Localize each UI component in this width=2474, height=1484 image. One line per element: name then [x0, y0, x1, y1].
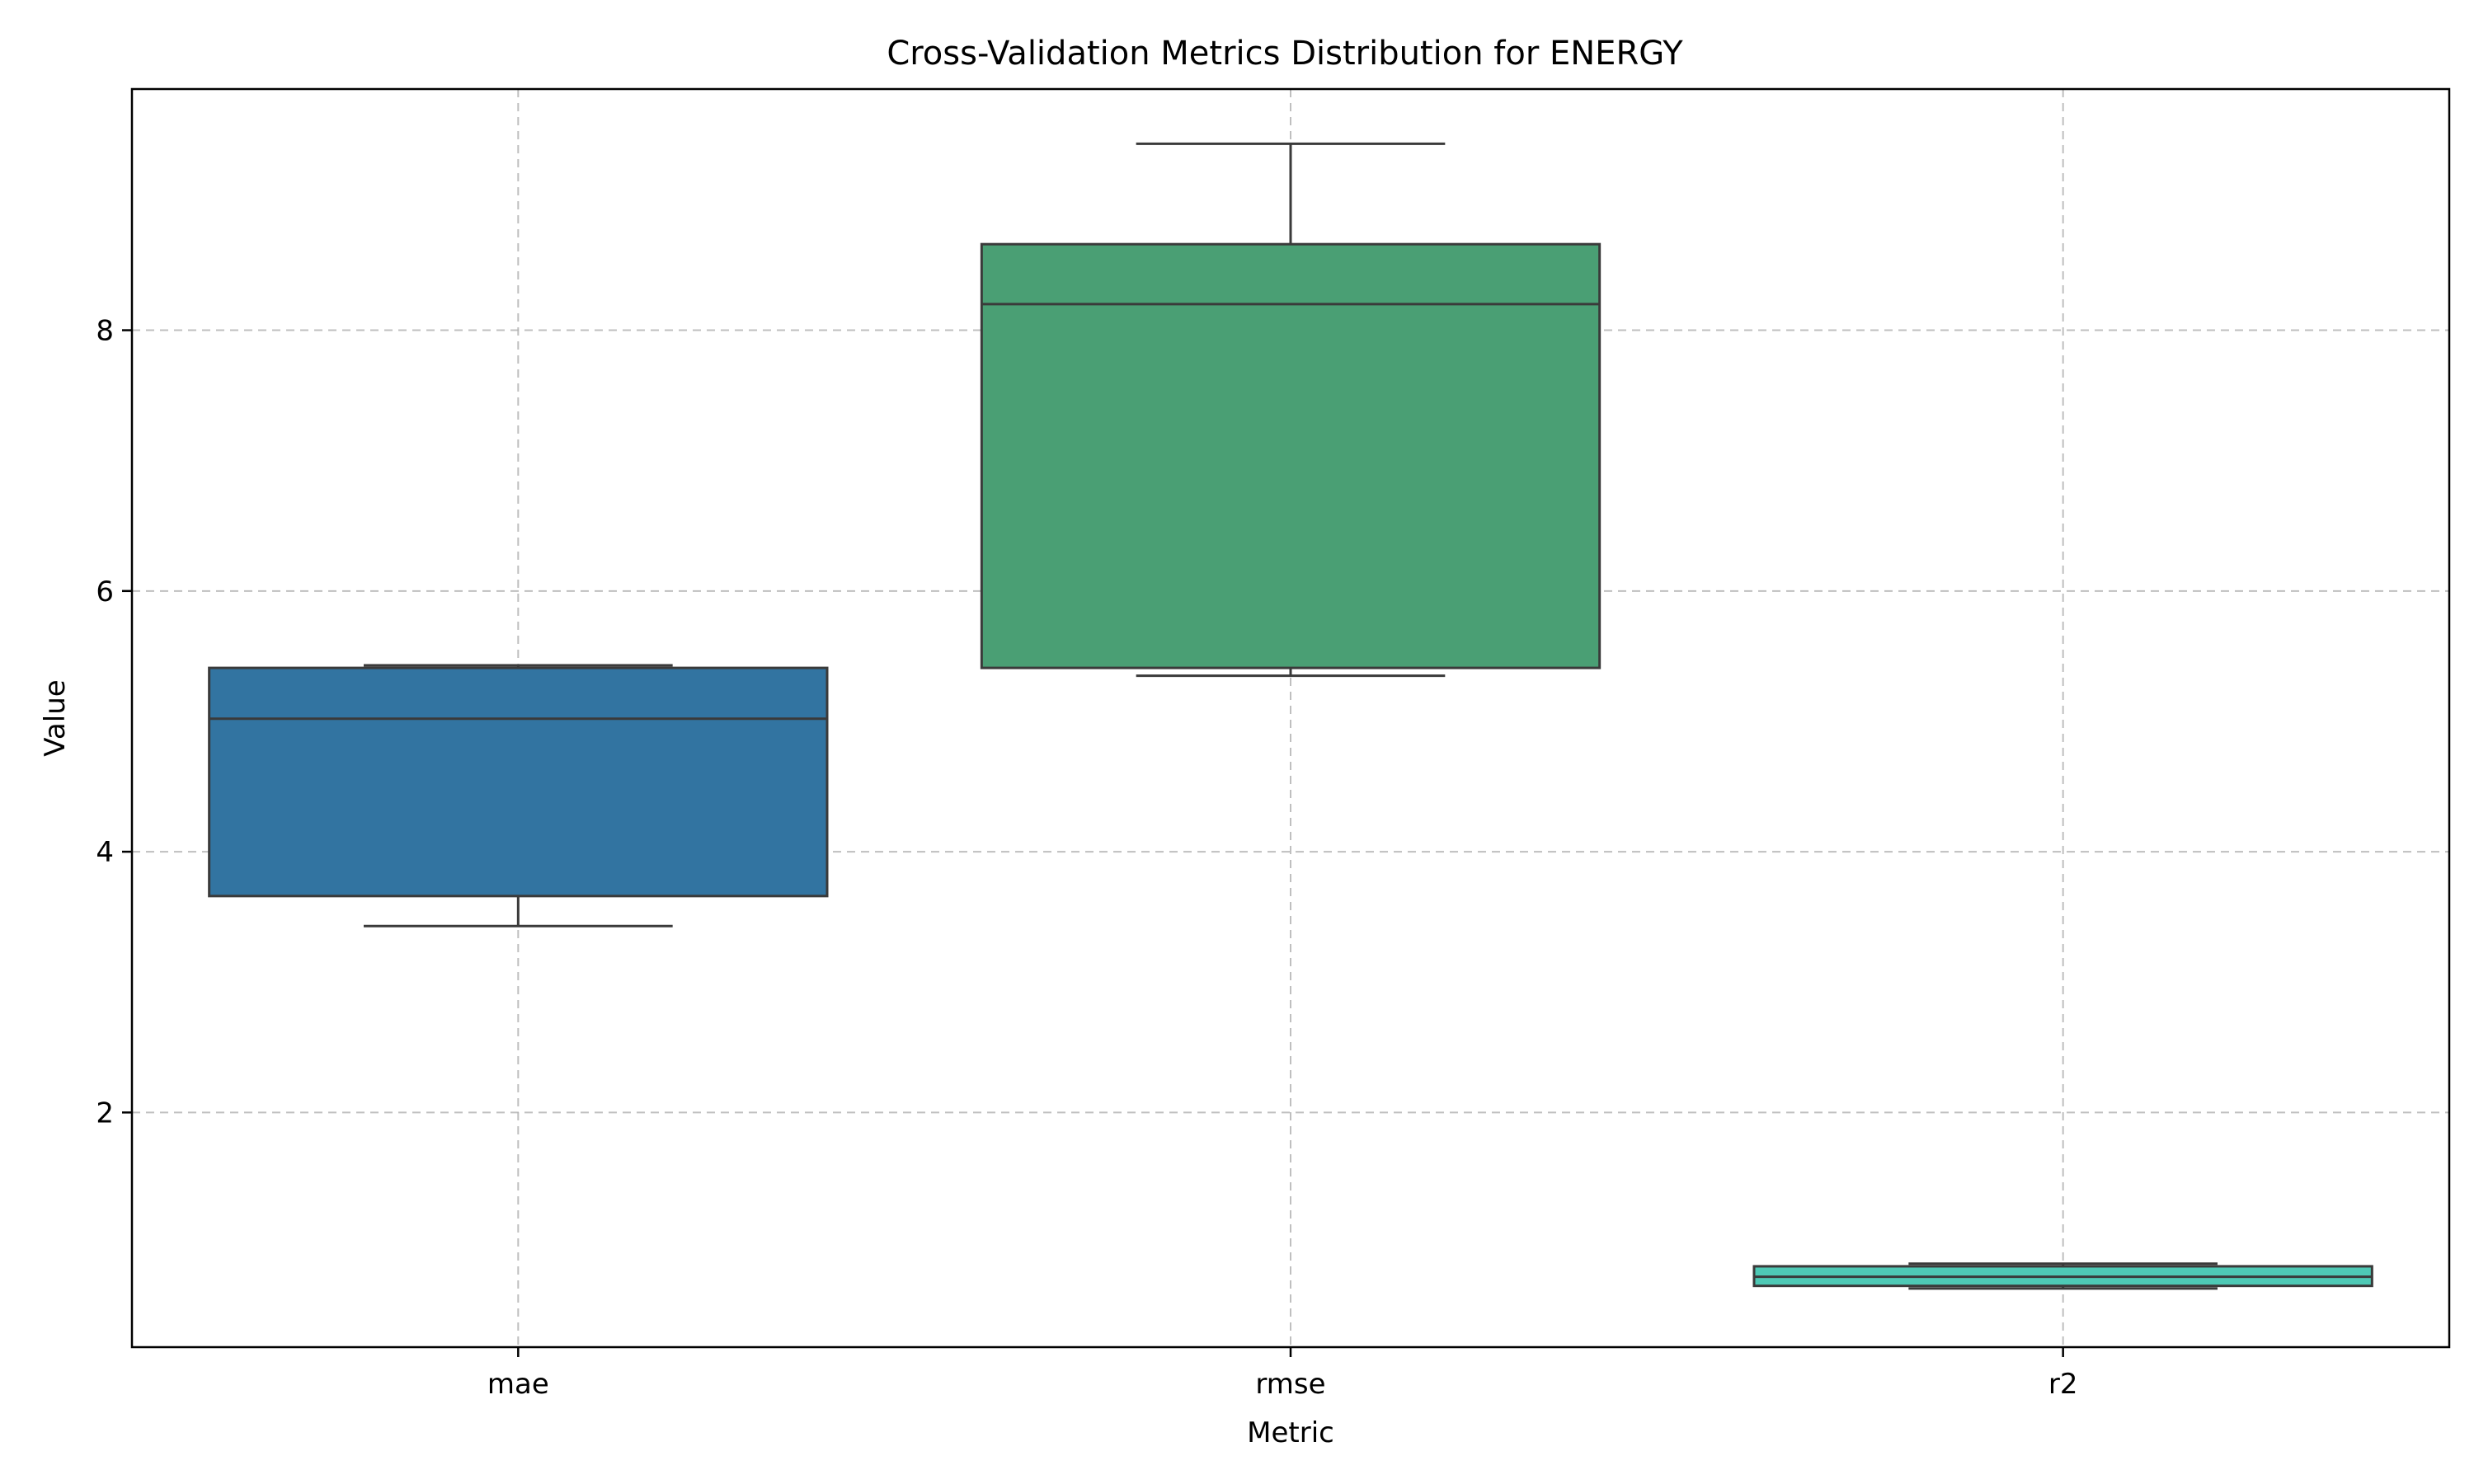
box-layer — [208, 142, 2373, 1290]
iqr-box — [208, 666, 829, 898]
axes-frame — [130, 87, 2451, 1349]
box-rmse — [980, 142, 1602, 678]
y-tick-label: 2 — [96, 1097, 114, 1129]
y-axis-label: Value — [39, 679, 72, 756]
x-tick-label-r2: r2 — [2048, 1368, 2078, 1401]
tick-layer: 2 4 6 8 mae rmse r2 — [96, 315, 2077, 1401]
iqr-box — [980, 242, 1602, 669]
y-tick-label: 6 — [96, 575, 114, 608]
y-tick-label: 8 — [96, 315, 114, 348]
box-r2 — [1752, 1262, 2373, 1290]
x-axis-label: Metric — [1247, 1416, 1334, 1449]
y-tick-label: 4 — [96, 836, 114, 869]
box-mae — [208, 664, 829, 928]
x-tick-label-mae: mae — [487, 1368, 549, 1401]
chart-title: Cross-Validation Metrics Distribution fo… — [887, 35, 1683, 73]
x-tick-label-rmse: rmse — [1255, 1368, 1325, 1401]
